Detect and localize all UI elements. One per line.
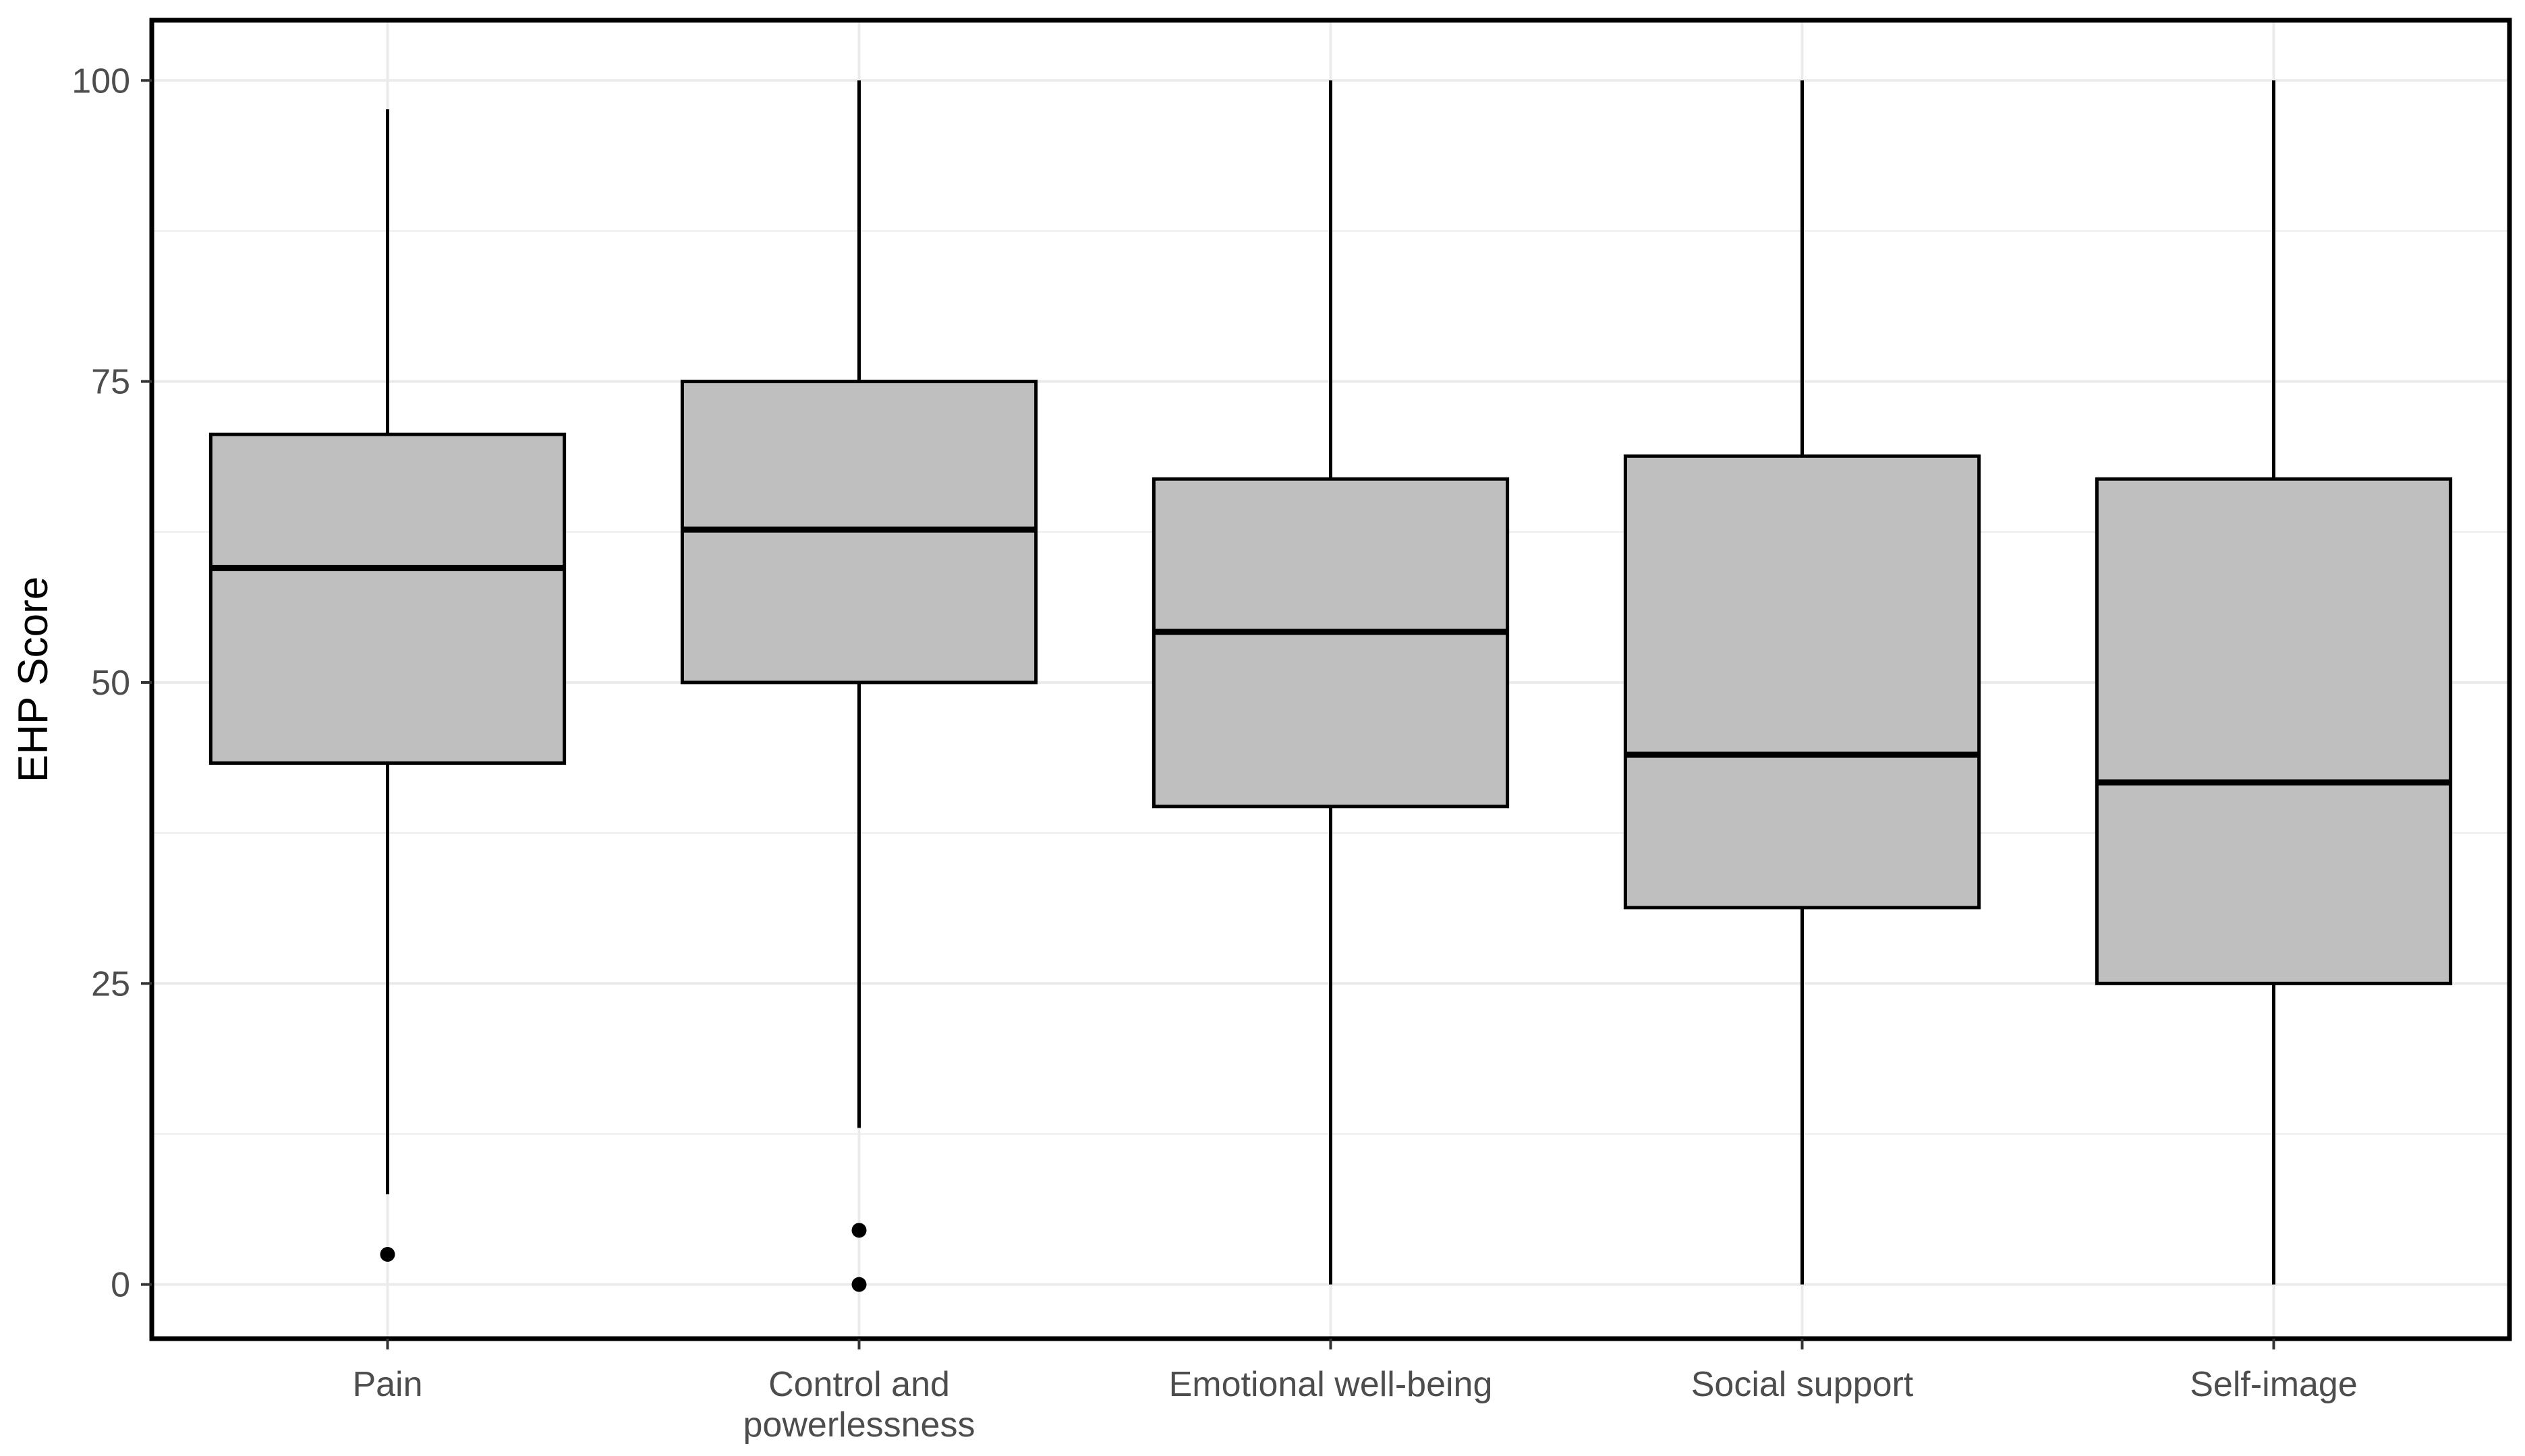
x-tick-label: Control and powerlessness <box>743 1365 975 1445</box>
y-tick-label: 0 <box>111 1266 130 1305</box>
x-tick-label: Social support <box>1691 1365 1914 1404</box>
boxplot-1 <box>208 109 567 1262</box>
x-tick-label-line: Social support <box>1691 1365 1914 1404</box>
boxplot-5 <box>2095 80 2453 1285</box>
box-iqr <box>1623 454 1981 910</box>
x-tick-label: Emotional well-being <box>1169 1365 1493 1404</box>
x-tick-label: Pain <box>352 1365 422 1404</box>
outlier-point <box>851 1223 867 1238</box>
boxplots <box>208 80 2453 1292</box>
x-tick-label-line: Pain <box>352 1365 422 1404</box>
x-tick-label-line: Control and <box>768 1365 950 1404</box>
y-tick-label: 25 <box>91 964 130 1003</box>
y-axis-title: EHP Score <box>10 577 57 783</box>
x-axis-ticks: Pain Control and powerlessness Emotional we… <box>352 1339 2358 1445</box>
y-tick-label: 75 <box>91 363 130 402</box>
box-iqr <box>2095 477 2453 985</box>
x-tick-label-line: powerlessness <box>743 1405 975 1445</box>
x-tick-label-line: Emotional well-being <box>1169 1365 1493 1404</box>
x-tick-label-line: Self-image <box>2190 1365 2358 1404</box>
outlier-point <box>851 1277 867 1292</box>
boxplot-2 <box>680 80 1038 1292</box>
x-tick-label: Self-image <box>2190 1365 2358 1404</box>
outlier-point <box>380 1247 395 1262</box>
y-tick-label: 100 <box>72 61 130 100</box>
box-iqr <box>1152 477 1510 809</box>
y-axis-ticks: 0 25 50 75 100 <box>72 61 152 1305</box>
boxplot-3 <box>1152 80 1510 1285</box>
boxplot-4 <box>1623 80 1981 1285</box>
y-tick-label: 50 <box>91 664 130 703</box>
box-iqr <box>208 432 567 765</box>
